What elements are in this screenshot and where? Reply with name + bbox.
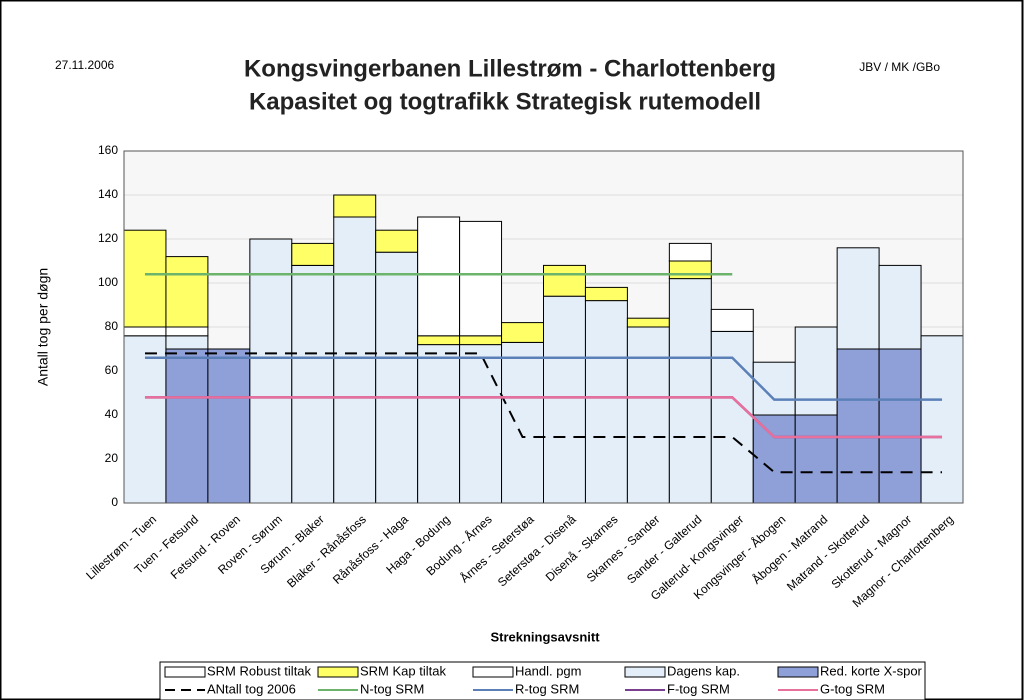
y-tick-label: 40 — [105, 407, 119, 421]
legend-label: R-tog SRM — [515, 681, 579, 696]
bar-segment — [794, 326, 838, 416]
date: 27.11.2006 — [55, 58, 114, 72]
bar-segment — [878, 264, 922, 350]
chart-title: Kongsvingerbanen Lillestrøm - Charlotten… — [244, 55, 776, 82]
x-axis-label: Strekningsavsnitt — [490, 629, 600, 644]
bar-segment — [333, 216, 377, 504]
line-series — [144, 396, 943, 439]
bar-segment — [459, 344, 503, 504]
y-tick-label: 140 — [98, 187, 118, 201]
bar-segment — [165, 256, 209, 328]
bar-segment — [626, 326, 670, 504]
bar-segment — [459, 220, 503, 337]
legend-label: Red. korte X-spor — [820, 663, 923, 678]
bar-segment — [165, 335, 209, 350]
bar-segment — [375, 251, 419, 504]
bar-segment — [291, 264, 335, 504]
legend-swatch — [624, 666, 666, 678]
bar-segment — [375, 229, 419, 253]
bar-segment — [710, 308, 754, 332]
bar-segment — [459, 335, 503, 346]
bar-segment — [668, 278, 712, 504]
bar-segment — [543, 264, 586, 297]
bar-segment — [878, 348, 922, 504]
legend-label: N-tog SRM — [360, 681, 424, 696]
legend-label: SRM Kap tiltak — [360, 663, 446, 678]
bar-segment — [249, 238, 293, 504]
legend-swatch — [317, 666, 359, 678]
bar-segment — [501, 322, 544, 343]
bar-segment — [836, 348, 880, 504]
legend-swatch — [472, 666, 514, 678]
legend-swatch — [164, 666, 206, 678]
bar-segment — [794, 414, 838, 504]
legend-label: ANtall tog 2006 — [207, 681, 296, 696]
legend-label: F-tog SRM — [667, 681, 730, 696]
y-tick-label: 80 — [105, 319, 119, 333]
plot-frame — [123, 150, 964, 504]
y-tick-label: 160 — [98, 143, 118, 157]
legend-label: G-tog SRM — [820, 681, 885, 696]
bar-segment — [836, 247, 880, 350]
chart-subtitle: Kapasitet og togtrafikk Strategisk rutem… — [249, 88, 761, 115]
bar-segment — [165, 348, 209, 504]
bar-segment — [123, 229, 167, 328]
bar-segment — [417, 335, 461, 346]
bar-segment — [752, 414, 796, 504]
legend-swatch — [777, 666, 819, 678]
bar-segment — [752, 361, 796, 416]
bar-segment — [417, 216, 461, 337]
bar-segment — [417, 344, 461, 504]
y-tick-label: 0 — [111, 495, 118, 509]
bar-segment — [123, 335, 167, 504]
bar-segment — [668, 260, 712, 280]
bar-segment — [543, 295, 586, 504]
bar-segment — [165, 326, 209, 337]
y-tick-label: 120 — [98, 231, 118, 245]
legend-label: Dagens kap. — [667, 663, 740, 678]
line-series — [144, 356, 943, 401]
bar-segment — [584, 286, 628, 302]
bar-segment — [920, 335, 964, 504]
y-tick-label: 20 — [105, 451, 119, 465]
bar-segment — [123, 326, 167, 337]
author: JBV / MK /GBo — [859, 60, 940, 74]
y-axis-label: Antall tog per døgn — [35, 268, 51, 386]
y-tick-label: 100 — [98, 275, 118, 289]
bar-segment — [207, 348, 251, 504]
legend-label: SRM Robust tiltak — [207, 663, 312, 678]
y-tick-label: 60 — [105, 363, 119, 377]
bar-segment — [668, 242, 712, 262]
bar-segment — [501, 341, 544, 504]
legend-label: Handl. pgm — [515, 663, 581, 678]
line-series — [144, 352, 943, 474]
bar-segment — [710, 330, 754, 504]
bar-segment — [626, 317, 670, 328]
bar-segment — [333, 194, 377, 218]
bar-segment — [584, 300, 628, 504]
bar-segment — [291, 242, 335, 266]
